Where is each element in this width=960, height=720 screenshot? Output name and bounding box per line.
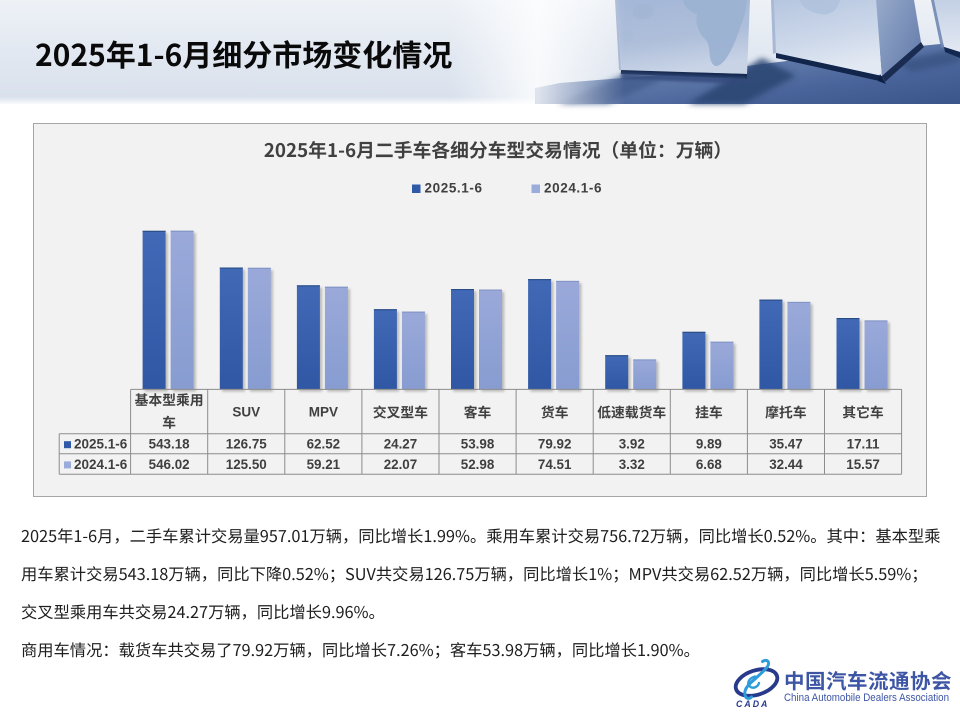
svg-text:32.44: 32.44 (769, 457, 803, 472)
svg-text:543.18: 543.18 (149, 437, 191, 452)
svg-text:2025.1-6: 2025.1-6 (74, 437, 128, 452)
svg-text:CADA: CADA (736, 699, 769, 709)
svg-text:2024.1-6: 2024.1-6 (544, 181, 602, 196)
svg-text:2024.1-6: 2024.1-6 (74, 457, 128, 472)
svg-text:24.27: 24.27 (384, 437, 418, 452)
svg-text:126.75: 126.75 (226, 437, 268, 452)
svg-text:China Automobile Dealers Assoc: China Automobile Dealers Association (784, 692, 949, 704)
svg-text:546.02: 546.02 (149, 457, 190, 472)
svg-text:SUV: SUV (232, 405, 260, 420)
svg-text:3.92: 3.92 (619, 437, 645, 452)
svg-text:59.21: 59.21 (307, 457, 341, 472)
svg-text:125.50: 125.50 (226, 457, 267, 472)
svg-text:52.98: 52.98 (461, 457, 495, 472)
svg-text:9.89: 9.89 (696, 437, 722, 452)
svg-text:2025.1-6: 2025.1-6 (425, 181, 483, 196)
svg-text:74.51: 74.51 (538, 457, 572, 472)
svg-text:MPV: MPV (309, 405, 338, 420)
svg-text:79.92: 79.92 (538, 437, 572, 452)
svg-text:3.32: 3.32 (619, 457, 645, 472)
svg-text:22.07: 22.07 (384, 457, 418, 472)
svg-text:35.47: 35.47 (769, 437, 803, 452)
svg-text:62.52: 62.52 (307, 437, 341, 452)
svg-text:53.98: 53.98 (461, 437, 495, 452)
svg-text:17.11: 17.11 (847, 437, 880, 452)
svg-text:15.57: 15.57 (846, 457, 880, 472)
svg-text:6.68: 6.68 (696, 457, 723, 472)
